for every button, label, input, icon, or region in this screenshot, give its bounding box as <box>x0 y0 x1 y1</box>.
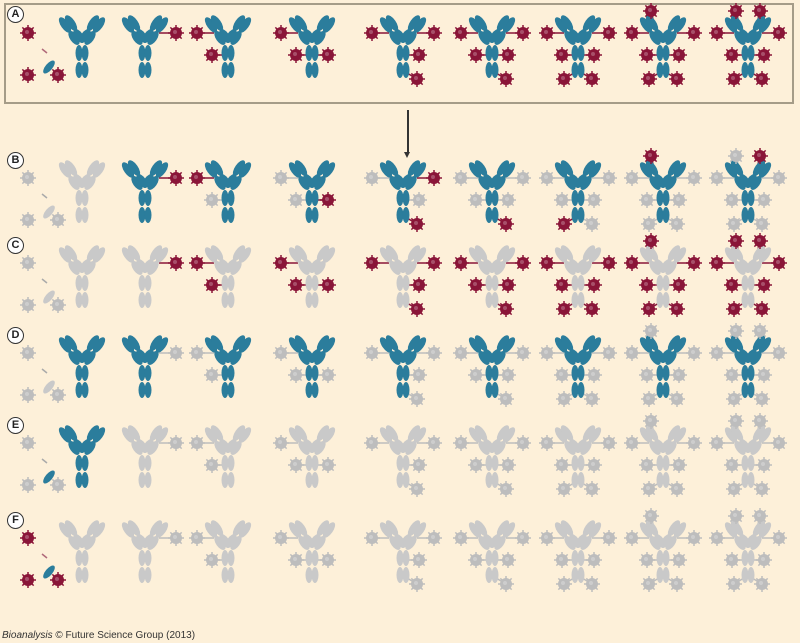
copyright-credit: Bioanalysis © Future Science Group (2013… <box>2 630 195 641</box>
copyright-text: © Future Science Group (2013) <box>52 630 196 641</box>
panel-b-row <box>20 148 787 232</box>
adc-species <box>58 160 106 223</box>
down-arrow-icon <box>404 110 410 158</box>
adc-species <box>364 160 442 232</box>
adc-species <box>121 15 184 78</box>
adc-species <box>539 335 617 407</box>
adc-species <box>624 413 702 497</box>
adc-species <box>453 520 531 592</box>
adc-species <box>121 425 184 488</box>
adc-species <box>364 335 442 407</box>
adc-species <box>624 323 702 407</box>
adc-species <box>121 520 184 583</box>
adc-species <box>539 245 617 317</box>
adc-species <box>364 520 442 592</box>
adc-species <box>624 148 702 232</box>
adc-species <box>189 425 252 488</box>
adc-species <box>189 15 252 78</box>
adc-species <box>364 245 442 317</box>
adc-species <box>189 335 252 398</box>
adc-species <box>273 160 336 223</box>
adc-species <box>273 425 336 488</box>
panel-a-row <box>20 3 787 87</box>
adc-species <box>539 15 617 87</box>
panel-c-row <box>20 233 787 317</box>
panel-label-a: A <box>7 6 24 23</box>
adc-species <box>273 520 336 583</box>
adc-species <box>709 148 787 232</box>
adc-species <box>273 15 336 78</box>
adc-species <box>364 15 442 87</box>
adc-species <box>539 160 617 232</box>
adc-species <box>273 335 336 398</box>
adc-species <box>58 425 106 488</box>
adc-species <box>121 335 184 398</box>
panel-label-d: D <box>7 327 24 344</box>
adc-species <box>709 413 787 497</box>
adc-species <box>709 3 787 87</box>
panel-label-b: B <box>7 152 24 169</box>
adc-species <box>539 520 617 592</box>
adc-species <box>58 15 106 78</box>
panel-label-f: F <box>7 512 24 529</box>
adc-species <box>453 160 531 232</box>
adc-species <box>539 425 617 497</box>
panel-label-c: C <box>7 237 24 254</box>
panel-d-row <box>20 323 787 407</box>
adc-species <box>58 245 106 308</box>
panel-label-e: E <box>7 417 24 434</box>
adc-species <box>364 425 442 497</box>
adc-species <box>624 3 702 87</box>
adc-species <box>453 335 531 407</box>
adc-species <box>624 233 702 317</box>
adc-species <box>624 508 702 592</box>
panel-f-row <box>20 508 787 592</box>
adc-species <box>58 335 106 398</box>
journal-name: Bioanalysis <box>2 630 53 641</box>
adc-species <box>273 245 336 308</box>
adc-species <box>709 508 787 592</box>
adc-species <box>453 245 531 317</box>
adc-species <box>709 233 787 317</box>
adc-species <box>121 160 184 223</box>
adc-species <box>189 160 252 223</box>
adc-species <box>189 520 252 583</box>
adc-species <box>58 520 106 583</box>
adc-species <box>453 15 531 87</box>
panel-e-row <box>20 413 787 497</box>
adc-species <box>189 245 252 308</box>
adc-species <box>709 323 787 407</box>
adc-species <box>453 425 531 497</box>
adc-species <box>121 245 184 308</box>
